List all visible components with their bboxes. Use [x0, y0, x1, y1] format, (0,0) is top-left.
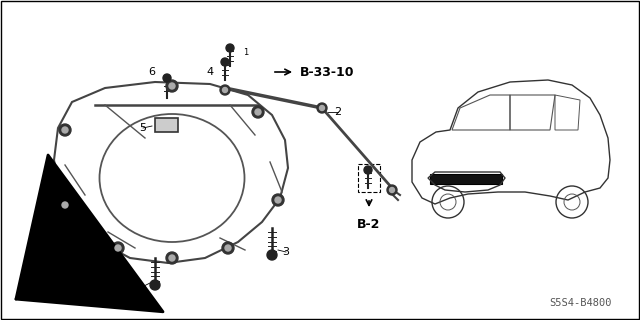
Circle shape	[267, 250, 277, 260]
Circle shape	[62, 202, 68, 208]
Text: 2: 2	[335, 107, 342, 117]
Circle shape	[59, 124, 71, 136]
Circle shape	[275, 197, 281, 203]
Text: FR.: FR.	[44, 265, 67, 278]
Circle shape	[221, 58, 229, 66]
Circle shape	[163, 74, 171, 82]
Text: B-33-10: B-33-10	[300, 66, 355, 78]
Text: 1: 1	[243, 47, 248, 57]
Circle shape	[59, 199, 71, 211]
Text: B-2: B-2	[357, 218, 381, 231]
Circle shape	[255, 109, 261, 115]
Circle shape	[387, 185, 397, 195]
Circle shape	[225, 245, 231, 251]
Circle shape	[166, 80, 178, 92]
Circle shape	[317, 103, 327, 113]
Circle shape	[272, 194, 284, 206]
Circle shape	[115, 245, 121, 251]
Circle shape	[390, 188, 394, 193]
Circle shape	[222, 242, 234, 254]
Text: S5S4-B4800: S5S4-B4800	[548, 298, 611, 308]
Circle shape	[252, 106, 264, 118]
Circle shape	[169, 255, 175, 261]
Text: 5: 5	[140, 123, 147, 133]
Circle shape	[169, 83, 175, 89]
Circle shape	[220, 85, 230, 95]
Circle shape	[226, 44, 234, 52]
Polygon shape	[155, 118, 178, 132]
Text: 3: 3	[282, 247, 289, 257]
Circle shape	[223, 87, 227, 92]
Text: 4: 4	[207, 67, 214, 77]
Bar	[430, 174, 502, 184]
Circle shape	[150, 280, 160, 290]
Circle shape	[112, 242, 124, 254]
Text: 6: 6	[148, 67, 156, 77]
Circle shape	[62, 127, 68, 133]
Bar	[358, 164, 380, 192]
Text: 3: 3	[136, 283, 143, 293]
Circle shape	[364, 166, 372, 174]
Circle shape	[166, 252, 178, 264]
Text: 1: 1	[40, 217, 47, 227]
Circle shape	[319, 106, 324, 110]
